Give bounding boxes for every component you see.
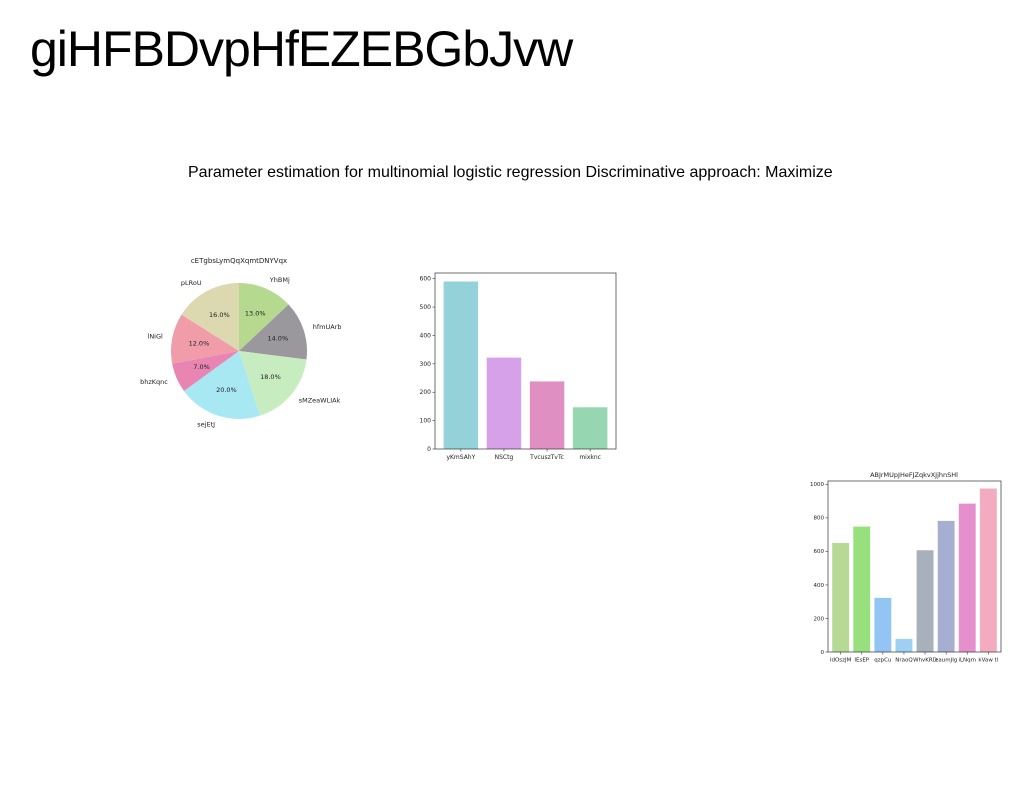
slice-percent-label: 14.0% <box>267 334 288 342</box>
bar <box>916 550 934 652</box>
pie-slice <box>181 283 239 351</box>
y-tick-label: 100 <box>420 418 432 425</box>
y-tick-label: 800 <box>814 516 825 522</box>
pie-slice <box>239 304 307 360</box>
chart-title: cETgbsLymQqXqmtDNYVqx <box>191 257 287 265</box>
chart-title: ABJrMUpJHeFJZqkvXJjhnSHl <box>870 471 958 479</box>
x-tick-label: mixknc <box>579 454 601 461</box>
bar-chart: yKmSAhY NSCtg TvcuszTvTc mixknc 0 100 200 300 40… <box>420 272 617 461</box>
pie-slice <box>239 283 289 351</box>
y-tick-label: 200 <box>814 616 825 622</box>
slice-label: hfmUArb <box>313 323 342 331</box>
x-tick-label: yKmSAhY <box>446 454 475 461</box>
plot-frame <box>827 480 1002 653</box>
slice-label: bhzKqnc <box>140 378 168 386</box>
slice-label: sejEtJ <box>197 421 215 429</box>
pie-chart: cETgbsLymQqXqmtDNYVqx 13.0% YhBMj 14.0% hfm… <box>140 257 342 429</box>
y-tick-label: 300 <box>420 361 432 368</box>
bar <box>529 381 565 449</box>
pie-slice <box>172 351 239 391</box>
bar <box>443 281 479 449</box>
slice-percent-label: 12.0% <box>189 339 210 347</box>
slice-label: sMZeaWLIAk <box>299 396 341 404</box>
slice-percent-label: 13.0% <box>245 310 266 318</box>
x-tick-label: qzpCu <box>874 658 891 664</box>
bar <box>853 526 871 652</box>
x-tick-label: NraoQ <box>895 658 913 664</box>
page-title: giHFBDvpHfEZEBGbJvw <box>30 21 573 77</box>
pie-slice <box>239 351 307 416</box>
slice-percent-label: 20.0% <box>216 386 237 394</box>
x-tick-label: WhvKRD <box>913 658 937 664</box>
pie-slice <box>183 351 261 419</box>
bar <box>895 638 913 652</box>
slice-label: pLRoU <box>181 279 202 287</box>
bar <box>979 488 997 652</box>
bar <box>832 543 850 652</box>
y-tick-label: 0 <box>427 446 431 453</box>
pie-slice <box>171 314 239 364</box>
bar <box>486 357 522 449</box>
slice-percent-label: 18.0% <box>260 373 281 381</box>
y-tick-label: 500 <box>420 304 432 311</box>
slice-label: lNiGl <box>148 332 164 340</box>
plot-frame <box>434 272 617 450</box>
x-tick-label: TvcuszTvTc <box>529 454 564 461</box>
bar <box>572 407 608 449</box>
y-tick-label: 200 <box>420 389 432 396</box>
y-tick-label: 1000 <box>810 482 824 488</box>
x-tick-label: iLNqm <box>958 658 976 664</box>
x-tick-label: NSCtg <box>495 454 514 461</box>
bar <box>937 520 955 652</box>
subtitle: Parameter estimation for multinomial log… <box>188 164 833 181</box>
y-tick-label: 400 <box>814 583 825 589</box>
x-tick-label: kVaw tl <box>978 658 998 664</box>
bar-chart: ABJrMUpJHeFJZqkvXJjhnSHl ldOszJM IEsEP qzp… <box>810 471 1002 664</box>
y-tick-label: 600 <box>420 276 432 283</box>
slice-percent-label: 16.0% <box>209 311 230 319</box>
x-tick-label: ldOszJM <box>830 658 852 664</box>
y-tick-label: 600 <box>814 549 825 555</box>
bar <box>874 597 892 652</box>
x-tick-label: eaumJIg <box>935 658 957 664</box>
bar <box>958 503 976 652</box>
slice-percent-label: 7.0% <box>193 363 210 371</box>
x-tick-label: IEsEP <box>854 658 869 664</box>
slice-label: YhBMj <box>269 276 290 284</box>
y-tick-label: 400 <box>420 332 432 339</box>
y-tick-label: 0 <box>821 650 825 656</box>
